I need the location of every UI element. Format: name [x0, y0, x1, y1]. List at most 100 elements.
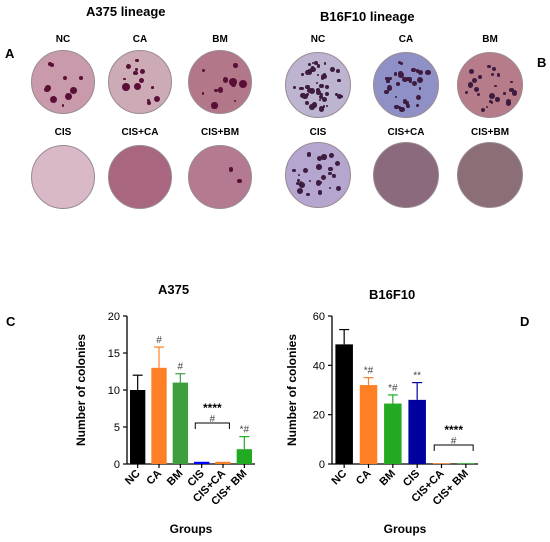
colony-dot — [335, 160, 341, 166]
colony-dot — [298, 174, 301, 177]
dish-label-cis-bm: CIS+BM — [200, 127, 240, 138]
dish-label-cis-ca: CIS+CA — [121, 127, 159, 138]
y-tick-label: 40 — [313, 360, 325, 372]
colony-dot — [418, 87, 422, 90]
dish-label-nc: NC — [310, 34, 326, 45]
colony-dot — [328, 171, 332, 176]
colony-dot — [386, 79, 390, 84]
colony-dot — [396, 82, 400, 86]
colony-dot — [490, 101, 494, 104]
colony-dot — [133, 70, 138, 76]
bar — [432, 463, 451, 465]
colony-dot — [201, 92, 205, 95]
petri-dish — [373, 142, 439, 208]
colony-dot — [239, 80, 248, 88]
colony-dot — [307, 63, 311, 67]
panel-letter-b: B — [537, 55, 547, 70]
bar — [335, 344, 353, 464]
colony-dot — [331, 173, 336, 178]
colony-dot — [402, 99, 408, 104]
colony-dot — [495, 97, 500, 102]
colony-dot — [336, 69, 340, 74]
panel-a-title: A375 lineage — [86, 4, 166, 19]
panel-letter-c: C — [6, 314, 16, 329]
petri-dish — [188, 50, 252, 114]
bar — [193, 461, 210, 464]
colony-dot — [321, 97, 327, 103]
colony-dot — [386, 85, 393, 92]
bar — [236, 449, 253, 464]
colony-dot — [318, 95, 323, 99]
colony-dot — [399, 106, 405, 113]
colony-dot — [79, 75, 84, 80]
colony-dot — [399, 61, 404, 66]
significance-label: *# — [240, 425, 250, 436]
petri-dish — [373, 52, 439, 118]
colony-dot — [510, 80, 513, 83]
colony-dot — [417, 76, 424, 83]
y-tick-label: 60 — [313, 311, 325, 323]
colony-dot — [411, 80, 417, 86]
colony-dot — [321, 175, 327, 181]
colony-dot — [301, 73, 304, 76]
significance-label: *# — [388, 383, 398, 394]
petri-dish — [108, 50, 172, 114]
colony-dot — [339, 95, 343, 99]
colony-dot — [393, 72, 398, 76]
x-axis-label: Groups — [384, 522, 427, 536]
bracket-sub-label: # — [451, 436, 457, 447]
colony-dot — [304, 69, 310, 75]
colony-dot — [292, 168, 296, 173]
colony-dot — [321, 154, 327, 160]
colony-dot — [201, 68, 205, 72]
colony-dot — [297, 179, 301, 183]
colony-dot — [407, 76, 413, 82]
bar — [384, 403, 402, 464]
colony-dot — [410, 67, 416, 73]
colony-dot — [319, 98, 322, 101]
y-tick-label: 5 — [114, 422, 120, 434]
colony-dot — [418, 70, 424, 76]
colony-dot — [217, 87, 224, 93]
colony-dot — [305, 84, 311, 90]
colony-dot — [397, 60, 402, 65]
colony-dot — [334, 92, 339, 97]
colony-dot — [302, 168, 308, 173]
colony-dot — [328, 186, 332, 190]
colony-dot — [139, 68, 146, 74]
colony-dot — [44, 86, 50, 93]
colony-dot — [503, 92, 506, 95]
colony-dot — [317, 64, 321, 68]
colony-dot — [490, 72, 494, 76]
colony-dot — [318, 180, 322, 185]
significance-label: *# — [364, 366, 374, 377]
dish-label-cis-bm: CIS+BM — [470, 127, 510, 138]
colony-dot — [311, 66, 314, 70]
colony-dot — [384, 89, 389, 95]
colony-dot — [233, 63, 238, 68]
colony-dot — [467, 82, 474, 88]
colony-dot — [489, 100, 492, 104]
colony-dot — [308, 179, 311, 183]
colony-dot — [471, 77, 478, 84]
colony-dot — [234, 99, 237, 102]
colony-dot — [307, 152, 312, 157]
colony-dot — [385, 77, 390, 82]
colony-dot — [316, 73, 320, 77]
colony-dot — [496, 73, 501, 77]
petri-dish — [457, 52, 523, 118]
dish-label-nc: NC — [55, 34, 71, 45]
bar — [215, 461, 231, 464]
dish-label-cis: CIS — [54, 127, 72, 138]
colony-dot — [328, 153, 334, 158]
x-tick-label: CA — [144, 468, 164, 488]
colony-dot — [151, 86, 154, 89]
colony-dot — [65, 93, 73, 100]
bar — [408, 399, 426, 464]
colony-dot — [211, 102, 218, 109]
colony-dot — [305, 101, 310, 106]
y-tick-label: 10 — [108, 385, 120, 397]
colony-dot — [464, 90, 468, 95]
colony-dot — [121, 83, 130, 92]
colony-dot — [299, 180, 302, 184]
